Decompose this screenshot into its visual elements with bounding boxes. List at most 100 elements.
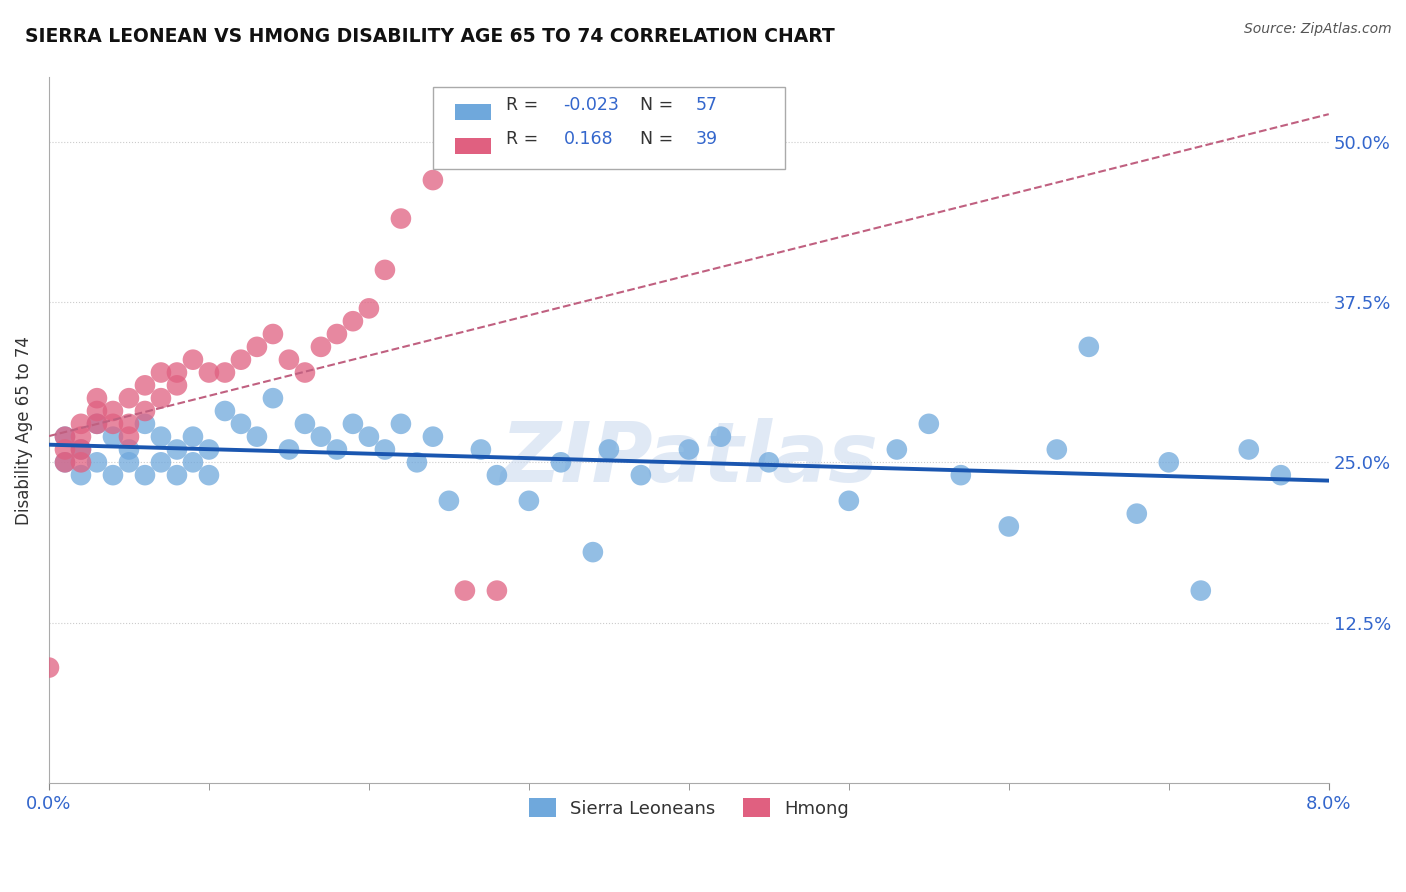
Point [86, 417, 108, 431]
Point [294, 366, 316, 380]
Point [166, 468, 188, 483]
Point [998, 519, 1021, 533]
Point [86, 455, 108, 469]
Point [214, 366, 236, 380]
Point [1046, 442, 1069, 457]
FancyBboxPatch shape [454, 137, 491, 154]
Point [118, 430, 141, 444]
Point [86, 417, 108, 431]
Point [437, 493, 460, 508]
Text: 0.168: 0.168 [564, 130, 613, 148]
Point [485, 468, 508, 483]
Point [309, 430, 332, 444]
FancyBboxPatch shape [454, 103, 491, 120]
Point [38, 660, 60, 674]
FancyBboxPatch shape [433, 87, 785, 169]
Point [214, 404, 236, 418]
Point [342, 417, 364, 431]
Point [550, 455, 572, 469]
Point [598, 442, 620, 457]
Point [53, 455, 76, 469]
Legend: Sierra Leoneans, Hmong: Sierra Leoneans, Hmong [522, 790, 856, 825]
Point [678, 442, 700, 457]
Point [70, 442, 93, 457]
Point [1126, 507, 1149, 521]
Point [181, 455, 204, 469]
Point [357, 301, 380, 316]
Text: N =: N = [640, 95, 679, 114]
Point [1189, 583, 1212, 598]
Point [53, 430, 76, 444]
Point [198, 442, 221, 457]
Text: Source: ZipAtlas.com: Source: ZipAtlas.com [1244, 22, 1392, 37]
Point [70, 417, 93, 431]
Point [101, 404, 124, 418]
Point [326, 442, 349, 457]
Point [309, 340, 332, 354]
Point [86, 391, 108, 405]
Point [101, 468, 124, 483]
Point [118, 417, 141, 431]
Point [53, 430, 76, 444]
Point [1157, 455, 1180, 469]
Point [470, 442, 492, 457]
Y-axis label: Disability Age 65 to 74: Disability Age 65 to 74 [15, 335, 32, 524]
Point [53, 442, 76, 457]
Point [278, 442, 301, 457]
Point [886, 442, 908, 457]
Point [198, 366, 221, 380]
Point [517, 493, 540, 508]
Text: 39: 39 [696, 130, 717, 148]
Point [278, 352, 301, 367]
Point [166, 442, 188, 457]
Point [246, 430, 269, 444]
Point [1270, 468, 1292, 483]
Point [198, 468, 221, 483]
Text: 57: 57 [696, 95, 717, 114]
Point [374, 263, 396, 277]
Point [229, 352, 252, 367]
Point [134, 468, 156, 483]
Point [710, 430, 733, 444]
Text: ZIPatlas: ZIPatlas [501, 418, 877, 499]
Point [118, 455, 141, 469]
Point [181, 352, 204, 367]
Point [838, 493, 860, 508]
Point [422, 430, 444, 444]
Point [149, 430, 172, 444]
Text: SIERRA LEONEAN VS HMONG DISABILITY AGE 65 TO 74 CORRELATION CHART: SIERRA LEONEAN VS HMONG DISABILITY AGE 6… [25, 27, 835, 45]
Point [246, 340, 269, 354]
Point [1237, 442, 1260, 457]
Point [70, 455, 93, 469]
Point [166, 366, 188, 380]
Point [181, 430, 204, 444]
Point [101, 430, 124, 444]
Point [326, 326, 349, 341]
Point [149, 391, 172, 405]
Point [485, 583, 508, 598]
Point [166, 378, 188, 392]
Point [262, 391, 284, 405]
Point [118, 442, 141, 457]
Point [454, 583, 477, 598]
Point [357, 430, 380, 444]
Point [134, 417, 156, 431]
Point [86, 404, 108, 418]
Point [918, 417, 941, 431]
Point [70, 430, 93, 444]
Point [582, 545, 605, 559]
Point [374, 442, 396, 457]
Point [149, 455, 172, 469]
Point [294, 417, 316, 431]
Point [229, 417, 252, 431]
Point [389, 211, 412, 226]
Point [70, 442, 93, 457]
Point [134, 378, 156, 392]
Point [118, 391, 141, 405]
Point [70, 468, 93, 483]
Point [262, 326, 284, 341]
Text: -0.023: -0.023 [564, 95, 619, 114]
Point [149, 366, 172, 380]
Point [630, 468, 652, 483]
Text: R =: R = [506, 95, 544, 114]
